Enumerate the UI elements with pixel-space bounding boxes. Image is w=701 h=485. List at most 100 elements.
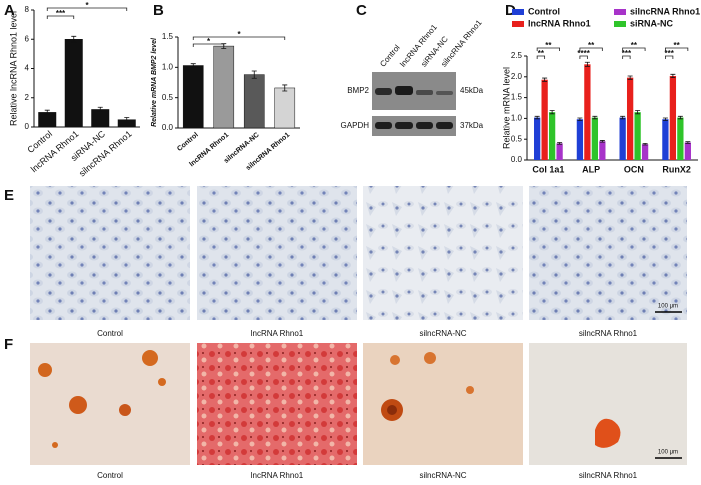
x-tick-label: OCN: [624, 164, 644, 174]
bar: [556, 143, 563, 160]
y-tick-label: 1.5: [511, 93, 523, 102]
y-tick-label: 0.0: [162, 123, 174, 132]
legend-label: Control: [528, 6, 560, 16]
bar: [634, 112, 641, 160]
error-bar: [557, 142, 563, 145]
y-tick-label: 4: [25, 64, 30, 73]
error-bar: [662, 117, 668, 121]
bar: [584, 64, 591, 160]
western-blot: [372, 72, 456, 136]
x-tick-label: ALP: [582, 164, 600, 174]
bar: [591, 117, 599, 160]
bar: [662, 119, 669, 160]
significance-label: **: [588, 41, 595, 50]
error-bar: [685, 141, 691, 144]
bar: [91, 109, 110, 128]
panel-label: F: [4, 336, 13, 353]
significance-label: ***: [56, 9, 66, 18]
significance-bracket: [192, 43, 225, 47]
legend-swatch: [614, 21, 626, 27]
error-bar: [642, 142, 648, 146]
y-tick-label: 0.5: [511, 134, 523, 143]
bar: [576, 119, 584, 160]
blot-row-label: GAPDH: [341, 121, 370, 130]
x-tick-label: Control: [176, 132, 200, 153]
y-tick-label: 1.0: [162, 62, 174, 71]
scale-bar-label: 100 μm: [658, 450, 678, 456]
y-tick-label: 0: [25, 122, 30, 131]
blot-row-label: BMP2: [347, 86, 369, 95]
micrographs-f: [30, 343, 687, 465]
bar: [684, 142, 691, 160]
error-bar: [44, 109, 50, 115]
significance-label: ****: [577, 49, 590, 58]
error-bar: [71, 35, 77, 43]
error-bar: [620, 115, 626, 120]
error-bar: [97, 106, 103, 113]
y-axis-title: Relative mRNA BMP2 level: [151, 37, 158, 127]
significance-label: **: [631, 41, 638, 50]
caption: silncRNA-NC: [419, 471, 466, 480]
panel-label: C: [356, 2, 367, 19]
caption: Control: [97, 329, 123, 338]
error-bar: [592, 115, 598, 120]
panel-label: A: [4, 2, 15, 19]
caption: lncRNA Rhno1: [251, 329, 304, 338]
y-tick-label: 1.5: [162, 32, 174, 41]
error-bar: [282, 84, 288, 92]
significance-bracket: [622, 55, 631, 59]
error-bar: [670, 73, 676, 79]
significance-bracket: [536, 55, 546, 59]
y-tick-label: 6: [25, 34, 30, 43]
error-bar: [534, 115, 540, 120]
legend-swatch: [512, 9, 524, 15]
error-bar: [599, 140, 605, 143]
error-bar: [124, 117, 130, 123]
error-bar: [549, 110, 555, 115]
x-tick-label: Col 1a1: [532, 164, 564, 174]
bar: [243, 74, 265, 129]
caption: silncRNA Rhno1: [579, 471, 638, 480]
bar: [534, 117, 541, 160]
legend-swatch: [512, 21, 524, 27]
significance-bracket: [665, 47, 689, 51]
y-tick-label: 1.0: [511, 114, 523, 123]
significance-label: *: [237, 30, 241, 39]
significance-label: **: [538, 49, 545, 58]
significance-label: ***: [622, 49, 632, 58]
significance-label: *: [207, 37, 211, 46]
caption: lncRNA Rhno1: [251, 471, 304, 480]
panel-label: D: [505, 2, 516, 19]
significance-label: *: [85, 1, 89, 10]
y-tick-label: 2: [25, 93, 30, 102]
bar: [274, 87, 296, 129]
bar: [213, 45, 235, 129]
bar: [64, 39, 83, 128]
bar: [548, 112, 556, 160]
blot-size-label: 45kDa: [460, 86, 484, 95]
blot-lane-label: Control: [378, 43, 402, 69]
panel-label: B: [153, 2, 164, 19]
significance-bracket: [46, 7, 128, 11]
error-bar: [577, 117, 583, 121]
bar: [677, 117, 684, 160]
bar: [626, 77, 634, 160]
caption: silncRNA-NC: [419, 329, 466, 338]
significance-bracket: [665, 55, 674, 59]
significance-label: ***: [664, 49, 674, 58]
x-tick-label: RunX2: [662, 164, 691, 174]
bar: [669, 75, 677, 160]
legend-label: siRNA-NC: [630, 18, 674, 28]
bar: [641, 144, 649, 160]
significance-label: **: [674, 41, 681, 50]
y-axis-title: Relative mRNA level: [501, 67, 511, 149]
micrographs-e: [30, 186, 687, 320]
error-bar: [251, 70, 257, 79]
significance-bracket: [192, 36, 286, 40]
y-tick-label: 8: [25, 5, 30, 14]
blot-size-label: 37kDa: [460, 121, 484, 130]
error-bar: [635, 110, 641, 115]
panel-label: E: [4, 187, 14, 204]
significance-bracket: [622, 47, 646, 51]
